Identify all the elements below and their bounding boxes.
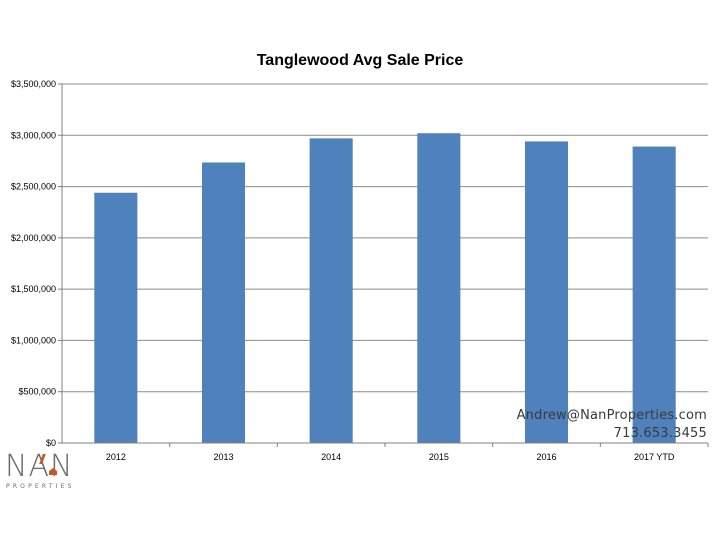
bar-2012 [94,192,138,443]
y-tick-label: $1,000,000 [11,335,56,345]
x-tick-label: 2016 [536,452,556,462]
contact-phone: 713.653.3455 [613,426,707,441]
company-logo: NAN PROPERTIES [5,452,85,492]
y-tick-label: $500,000 [18,387,56,397]
gridlines [62,83,708,393]
x-tick-label: 2013 [213,452,233,462]
x-axis-ticks: 2012 2013 2014 2015 2016 2017 YTD [106,443,709,462]
chart-title: Tanglewood Avg Sale Price [257,52,464,69]
y-tick-label: $2,000,000 [11,233,56,243]
logo-subtitle: PROPERTIES [6,483,75,490]
bar-2014 [309,138,353,443]
x-tick-label: 2014 [321,452,341,462]
y-axis-ticks: $0 $500,000 $1,000,000 $1,500,000 $2,000,000… [11,79,62,448]
y-tick-label: $0 [46,438,56,448]
y-tick-label: $3,500,000 [11,79,56,89]
bar-2016 [524,141,569,443]
x-tick-label: 2017 YTD [634,452,675,462]
bar-2015 [417,133,461,443]
contact-email: Andrew@NanProperties.com [516,408,707,423]
bar-2013 [201,162,246,443]
y-tick-label: $2,500,000 [11,182,56,192]
logo-letters: NAN [5,449,74,484]
x-tick-label: 2012 [106,452,126,462]
y-tick-label: $1,500,000 [11,284,56,294]
bar-2017-ytd [632,146,676,443]
bars [94,133,676,443]
x-tick-label: 2015 [429,452,449,462]
house-icon [49,468,57,475]
y-tick-label: $3,000,000 [11,130,56,140]
